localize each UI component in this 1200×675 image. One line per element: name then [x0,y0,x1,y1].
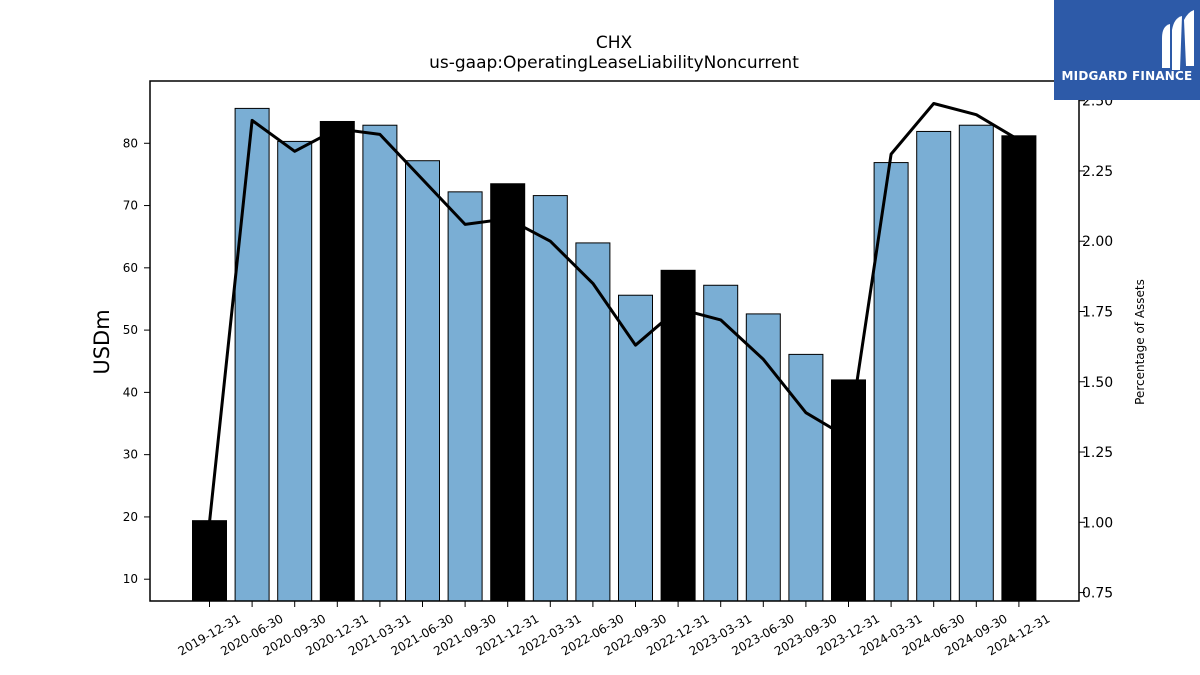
line-layer [208,102,1020,523]
y-axis-label: USDm [90,309,114,374]
y-tick-label: 20 [123,510,138,524]
y-tick-label: 10 [123,572,138,586]
bar-2024-12-31 [1001,135,1037,602]
y-tick-label: 50 [123,323,138,337]
y-tick-label: 30 [123,448,138,462]
y2-tick-label: 1.50 [1082,375,1113,391]
bar-2022-12-31 [660,269,696,602]
y2-tick-label: 1.75 [1082,304,1113,320]
logo-text: MIDGARD FINANCE [1061,69,1193,83]
plot-frame [149,80,1080,602]
bar-2020-09-30 [277,140,313,602]
bar-2021-09-30 [447,191,483,602]
y2-tick-label: 2.00 [1082,234,1113,250]
y-tick-label: 70 [123,199,138,213]
bar-2020-06-30 [234,107,270,602]
bar-2021-03-31 [362,124,398,602]
y2-tick-label: 1.00 [1082,515,1113,531]
y-tick-label: 40 [123,385,138,399]
series-line-percentage-of-assets [208,102,1020,523]
bar-2022-03-31 [532,195,568,602]
bar-2020-12-31 [319,120,355,602]
bar-2021-06-30 [405,160,440,602]
bars-group [192,107,1037,602]
y-tick-label: 60 [123,261,138,275]
bar-2021-12-31 [490,183,526,602]
chart-title: CHX [596,33,633,53]
y-tick-label: 80 [123,136,138,150]
bar-2019-12-31 [192,520,227,602]
bar-2024-09-30 [958,124,994,602]
y2-axis-label: Percentage of Assets [1133,279,1147,405]
y2-tick-label: 1.25 [1082,445,1113,461]
y2-tick-label: 2.25 [1082,164,1113,180]
bar-2023-12-31 [831,379,866,602]
bar-2022-06-30 [575,242,611,602]
bar-2022-09-30 [618,294,653,602]
y2-tick-label: 0.75 [1082,586,1113,602]
bar-2023-06-30 [745,313,781,602]
bar-2023-09-30 [788,353,824,602]
bar-2024-06-30 [916,130,952,602]
bar-2023-03-31 [703,284,739,602]
logo-mark-icon [1162,10,1194,70]
brand-logo: MIDGARD FINANCE [1054,0,1200,100]
chart-subtitle: us-gaap:OperatingLeaseLiabilityNoncurren… [429,53,799,73]
